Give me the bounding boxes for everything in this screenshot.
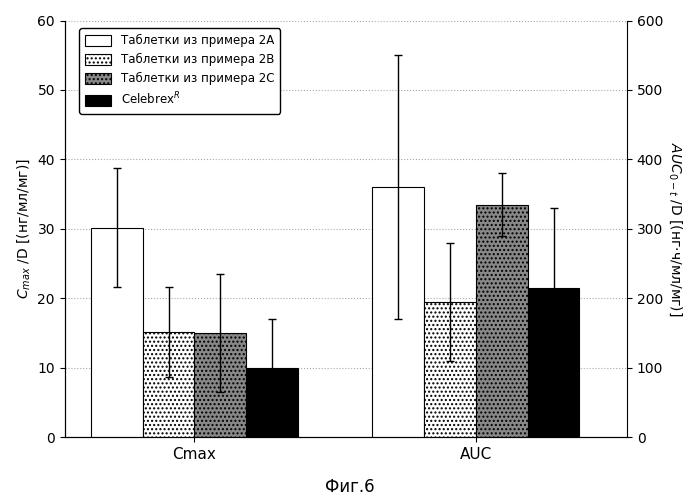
Bar [475,205,528,437]
Text: Фиг.6: Фиг.6 [325,478,374,496]
Bar [194,333,246,437]
Y-axis label: $C_{max}$ /D [(нг/мл/мг)]: $C_{max}$ /D [(нг/мл/мг)] [15,159,31,299]
Bar [91,228,143,437]
Bar [424,302,475,437]
Y-axis label: $AUC_{0-t}$ /D [(нг·ч/мл/мг)]: $AUC_{0-t}$ /D [(нг·ч/мл/мг)] [668,142,684,316]
Bar [528,288,579,437]
Legend: Таблетки из примера 2A, Таблетки из примера 2B, Таблетки из примера 2C, Celebrex: Таблетки из примера 2A, Таблетки из прим… [80,28,280,114]
Bar [246,368,298,437]
Bar [143,332,194,437]
Bar [372,187,424,437]
